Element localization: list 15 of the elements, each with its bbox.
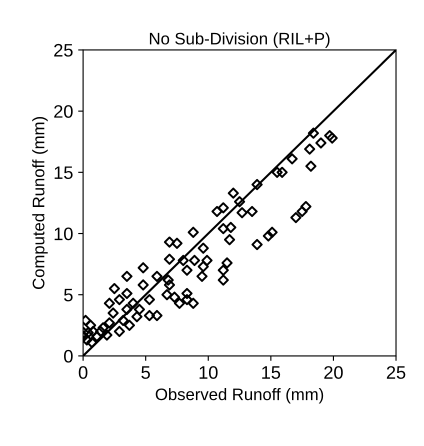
x-tick-label: 0 xyxy=(78,366,88,379)
y-tick-label: 20 xyxy=(54,105,73,118)
x-tick-label: 20 xyxy=(324,366,343,379)
y-tick-label: 25 xyxy=(54,44,73,57)
x-tick-label: 10 xyxy=(200,366,218,379)
y-tick-label: 10 xyxy=(54,227,73,240)
x-tick-label: 5 xyxy=(141,366,150,379)
x-axis-title: Observed Runoff (mm) xyxy=(156,388,324,404)
x-tick-label: 25 xyxy=(386,366,406,379)
y-axis-title: Computed Runoff (mm) xyxy=(32,117,48,289)
y-tick-label: 15 xyxy=(54,166,73,180)
y-tick-label: 5 xyxy=(64,288,73,302)
y-tick-label: 0 xyxy=(64,350,73,363)
x-tick-label: 15 xyxy=(262,366,280,379)
chart-title: No Sub-Division (RIL+P) xyxy=(150,32,330,48)
